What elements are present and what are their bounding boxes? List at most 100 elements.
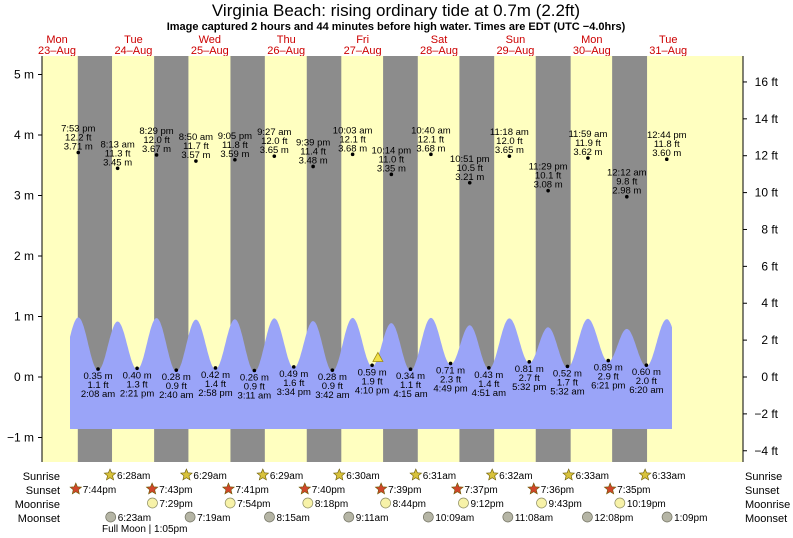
tide-ft-label: 12.0 ft (496, 136, 523, 147)
tide-point (644, 363, 649, 367)
moonrise-time: 8:18pm (315, 499, 348, 510)
day-weekday: Wed (199, 34, 221, 46)
tide-ft-label: 11.8 ft (654, 139, 680, 150)
day-weekday: Sun (506, 34, 526, 46)
tide-m-label: 3.67 m (142, 144, 171, 155)
day-weekday: Tue (124, 34, 143, 46)
sunset-icon (450, 482, 464, 495)
right-tick-label: 0 ft (761, 370, 778, 384)
moonrise-icon (536, 497, 547, 509)
tide-ft-label: 1.1 ft (400, 380, 421, 391)
tide-ft-label: 1.4 ft (478, 379, 499, 390)
moonset-icon (264, 511, 275, 523)
moonrise-icon (147, 497, 158, 509)
tide-time-label: 4:10 pm (355, 385, 389, 396)
tide-ft-label: 9.8 ft (616, 177, 637, 188)
day-date: 25–Aug (191, 45, 229, 57)
sunrise-icon (409, 468, 423, 481)
tide-time-label: 10:40 am (411, 125, 451, 136)
moonrise-icon (380, 497, 391, 509)
tide-ft-label: 10.5 ft (457, 163, 484, 174)
day-date: 27–Aug (344, 45, 382, 57)
tide-time-label: 6:20 am (629, 385, 663, 396)
moonrise-icon (614, 497, 626, 509)
right-tick-label: 16 ft (755, 75, 779, 89)
tide-ft-label: 2.7 ft (519, 373, 540, 384)
tide-time-label: 5:32 am (550, 386, 584, 397)
sunrise-icon (103, 468, 117, 481)
tide-ft-label: 12.1 ft (418, 134, 445, 145)
moonset-icon (105, 511, 117, 523)
sunset-time: 7:40pm (312, 485, 345, 496)
day-weekday: Fri (356, 34, 369, 46)
row-label-right-moonset: Moonset (745, 513, 787, 525)
tide-point (546, 188, 550, 193)
sunrise-time: 6:33am (652, 471, 685, 482)
tide-point (389, 172, 394, 177)
left-tick-label: 2 m (14, 249, 34, 263)
tide-m-label: 3.62 m (573, 147, 602, 158)
moonset-icon (184, 511, 196, 523)
right-tick-label: 10 ft (755, 186, 779, 200)
moonset-time: 6:23am (118, 513, 151, 524)
tide-point (586, 156, 590, 160)
tide-ft-label: 12.1 ft (339, 134, 366, 145)
day-weekday: Thu (277, 34, 296, 46)
moonset-icon (343, 511, 355, 523)
moonset-icon (582, 511, 593, 523)
tide-m-label: 0.28 m (318, 372, 347, 383)
tide-ft-label: 1.6 ft (283, 378, 304, 389)
sunset-time: 7:37pm (464, 485, 497, 496)
day-date: 23–Aug (38, 45, 76, 57)
tide-point (467, 180, 472, 185)
tide-time-label: 11:18 am (490, 127, 529, 138)
sunrise-time: 6:29am (193, 471, 226, 482)
left-tick-label: 1 m (14, 310, 34, 324)
tide-ft-label: 2.9 ft (598, 372, 619, 383)
tide-m-label: 0.40 m (123, 370, 152, 381)
tide-ft-label: 11.9 ft (575, 138, 601, 149)
tide-m-label: 3.60 m (652, 148, 681, 159)
tide-time-label: 3:11 am (238, 390, 272, 401)
moon-phase-label: Full Moon | 1:05pm (102, 524, 187, 535)
tide-point (213, 366, 218, 370)
tide-time-label: 2:40 am (159, 390, 193, 401)
row-label-right-sunrise: Sunrise (745, 471, 782, 483)
sunset-icon (221, 482, 235, 495)
tide-ft-label: 11.3 ft (105, 148, 131, 159)
tide-m-label: 3.21 m (455, 172, 484, 183)
tide-time-label: 10:14 pm (372, 145, 412, 156)
tide-point (96, 367, 100, 371)
sunset-icon (298, 482, 312, 495)
tide-ft-label: 0.9 ft (166, 381, 187, 392)
tide-ft-label: 11.0 ft (378, 154, 404, 165)
tide-ft-label: 1.9 ft (362, 376, 383, 387)
tide-time-label: 7:53 pm (61, 124, 95, 135)
moonrise-time: 8:44pm (393, 499, 426, 510)
tide-m-label: 0.28 m (162, 372, 191, 383)
tide-ft-label: 2.0 ft (636, 376, 657, 387)
sunrise-icon (256, 468, 270, 481)
sunset-icon (69, 482, 83, 495)
right-tick-label: 8 ft (761, 222, 778, 236)
tide-m-label: 0.71 m (436, 365, 465, 376)
tide-ft-label: 2.3 ft (440, 374, 461, 385)
tide-m-label: 0.89 m (594, 363, 623, 374)
current-tide-marker (372, 351, 384, 362)
tide-point (115, 166, 120, 171)
tide-point (154, 153, 159, 157)
tide-time-label: 12:12 am (607, 168, 647, 179)
tide-point (272, 154, 277, 158)
moonset-icon (502, 511, 514, 523)
sunset-time: 7:44pm (83, 485, 116, 496)
moonset-time: 11:08am (515, 513, 553, 524)
tide-m-label: 0.26 m (240, 372, 269, 383)
day-date: 28–Aug (420, 45, 458, 57)
tide-time-label: 3:34 pm (277, 387, 311, 398)
row-label-left-sunset: Sunset (26, 485, 60, 497)
sunset-icon (145, 482, 159, 495)
tide-ft-label: 1.1 ft (87, 380, 108, 391)
tide-ft-label: 11.7 ft (183, 141, 209, 152)
sunrise-icon (638, 468, 652, 481)
